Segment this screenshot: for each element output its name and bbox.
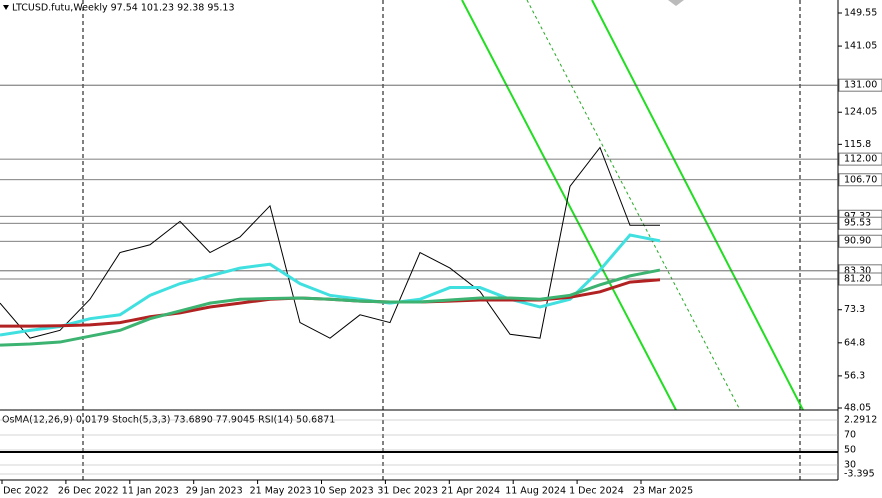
- level-label: 90.90: [844, 236, 871, 247]
- y-tick-label: 73.3: [844, 304, 865, 315]
- shift-marker: [668, 0, 684, 6]
- level-label: 81.20: [844, 273, 871, 284]
- level-label: 97.32: [844, 211, 871, 222]
- x-tick-label: 10 Sep 2023: [314, 486, 374, 497]
- price-line: [0, 146, 660, 339]
- x-tick-label: 1 Dec 2024: [569, 486, 624, 497]
- x-tick-label: 31 Dec 2023: [377, 486, 438, 497]
- indicator-tick-label: 50: [844, 445, 856, 456]
- indicator-tick-label: -3.395: [844, 469, 875, 480]
- level-label: 106.70: [844, 174, 877, 185]
- level-box: [838, 152, 882, 166]
- x-tick-label: 29 Jan 2023: [186, 486, 243, 497]
- channel-line: [591, 0, 804, 411]
- x-tick-label: 23 Mar 2025: [633, 486, 693, 497]
- x-tick-label: 11 Jan 2023: [122, 486, 179, 497]
- level-label: 95.53: [844, 218, 871, 229]
- layout: [0, 0, 839, 481]
- x-tick-label: 21 Apr 2024: [441, 486, 500, 497]
- x-tick-label: 26 Dec 2022: [58, 486, 119, 497]
- y-tick-label: 124.05: [844, 107, 877, 118]
- moving-average: [0, 233, 661, 337]
- indicator-tick-label: 70: [844, 430, 856, 441]
- level-box: [838, 78, 882, 92]
- channel-line: [461, 0, 677, 411]
- indicator-tick-label: 30: [844, 460, 856, 471]
- y-tick-label: 48.05: [844, 403, 871, 414]
- chart-title: LTCUSD.futu,Weekly 97.54 101.23 92.38 95…: [12, 3, 235, 14]
- level-box: [838, 272, 882, 286]
- y-tick-label: 115.8: [844, 139, 871, 150]
- moving-average: [0, 268, 661, 347]
- y-tick-label: 56.3: [844, 370, 865, 381]
- x-tick-label: 0 Dec 2022: [0, 486, 49, 497]
- y-tick-label: 141.05: [844, 41, 877, 52]
- x-tick-label: 21 May 2023: [250, 486, 312, 497]
- level-label: 112.00: [844, 154, 877, 165]
- y-tick-label: 149.55: [844, 8, 877, 19]
- level-box: [838, 216, 882, 230]
- y-tick-label: 64.8: [844, 337, 865, 348]
- level-label: 83.30: [844, 265, 871, 276]
- x-tick-label: 11 Aug 2024: [505, 486, 566, 497]
- channel-midline: [526, 0, 741, 411]
- level-box: [838, 173, 882, 187]
- indicator-tick-label: 2.2912: [844, 415, 877, 426]
- level-label: 131.00: [844, 80, 877, 91]
- level-box: [838, 234, 882, 248]
- collapse-icon: [3, 5, 9, 10]
